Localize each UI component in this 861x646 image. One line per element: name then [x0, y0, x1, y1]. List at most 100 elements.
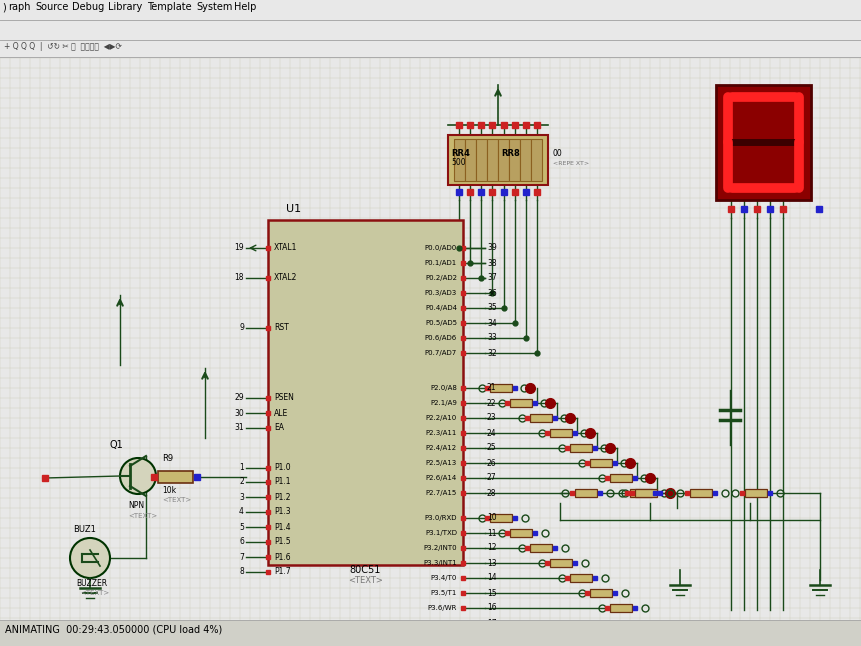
- Text: <TEXT>: <TEXT>: [162, 497, 191, 503]
- Text: 10k: 10k: [162, 486, 176, 495]
- Text: XTAL2: XTAL2: [274, 273, 297, 282]
- Bar: [268, 220, 462, 565]
- Text: P2.3/A11: P2.3/A11: [425, 430, 456, 436]
- Text: ): ): [2, 2, 6, 12]
- Bar: [510, 529, 531, 537]
- Text: 15: 15: [486, 589, 496, 598]
- Text: P3.6/WR: P3.6/WR: [427, 605, 456, 611]
- Bar: [448, 135, 548, 185]
- Text: 24: 24: [486, 428, 496, 437]
- Text: P0.0/AD0: P0.0/AD0: [424, 245, 456, 251]
- Text: P0.7/AD7: P0.7/AD7: [424, 350, 456, 356]
- Text: Source: Source: [35, 2, 68, 12]
- Text: ANIMATING  00:29:43.050000 (CPU load 4%): ANIMATING 00:29:43.050000 (CPU load 4%): [5, 625, 222, 635]
- Bar: [574, 489, 597, 497]
- Text: P3.4/T0: P3.4/T0: [430, 575, 456, 581]
- Bar: [489, 514, 511, 522]
- Bar: [569, 574, 592, 582]
- Bar: [520, 139, 530, 181]
- Text: 31: 31: [234, 424, 244, 433]
- Text: 28: 28: [486, 488, 496, 497]
- Bar: [715, 85, 810, 200]
- Text: 16: 16: [486, 603, 496, 612]
- Text: RR4: RR4: [450, 149, 469, 158]
- Text: P3.1/TXD: P3.1/TXD: [424, 530, 456, 536]
- Text: 1: 1: [239, 463, 244, 472]
- Text: 37: 37: [486, 273, 496, 282]
- Text: 3: 3: [238, 492, 244, 501]
- Text: 80C51: 80C51: [350, 565, 381, 575]
- Bar: [530, 139, 542, 181]
- Text: 19: 19: [234, 244, 244, 253]
- Text: P1.6: P1.6: [274, 552, 290, 561]
- Text: raph: raph: [8, 2, 30, 12]
- Text: 39: 39: [486, 244, 496, 253]
- Text: 22: 22: [486, 399, 496, 408]
- Text: 17: 17: [486, 618, 496, 627]
- Text: ALE: ALE: [274, 408, 288, 417]
- Text: 26: 26: [486, 459, 496, 468]
- Text: 34: 34: [486, 318, 496, 328]
- Text: Template: Template: [147, 2, 191, 12]
- Bar: [498, 139, 509, 181]
- Text: 9: 9: [238, 324, 244, 333]
- Text: 23: 23: [486, 413, 496, 422]
- Text: 13: 13: [486, 559, 496, 567]
- Bar: [569, 444, 592, 452]
- Circle shape: [120, 458, 156, 494]
- Text: P3.2/INT0: P3.2/INT0: [423, 545, 456, 551]
- Text: System: System: [195, 2, 232, 12]
- Text: P2.0/A8: P2.0/A8: [430, 385, 456, 391]
- Text: BUZZER: BUZZER: [76, 579, 107, 588]
- Text: P1.3: P1.3: [274, 508, 290, 517]
- Bar: [549, 429, 572, 437]
- Text: 35: 35: [486, 304, 496, 313]
- Text: Library: Library: [108, 2, 142, 12]
- Text: 6: 6: [238, 537, 244, 547]
- Text: P1.1: P1.1: [274, 477, 290, 486]
- Text: Help: Help: [233, 2, 256, 12]
- Bar: [486, 139, 498, 181]
- Bar: [489, 384, 511, 392]
- Text: 00: 00: [553, 149, 562, 158]
- Text: P3.5/T1: P3.5/T1: [430, 590, 456, 596]
- Text: <TEXT>: <TEXT>: [127, 513, 157, 519]
- Text: P0.6/AD6: P0.6/AD6: [424, 335, 456, 341]
- Text: Debug: Debug: [72, 2, 104, 12]
- Text: P1.5: P1.5: [274, 537, 290, 547]
- Text: P2.4/A12: P2.4/A12: [425, 445, 456, 451]
- Text: U1: U1: [286, 204, 300, 214]
- Text: 33: 33: [486, 333, 496, 342]
- Text: + Q Q Q  |  ↺↻ ✂ ⧉  ⬛⬛⬛⬛  ◀▶⟳: + Q Q Q | ↺↻ ✂ ⧉ ⬛⬛⬛⬛ ◀▶⟳: [4, 42, 121, 51]
- Text: 30: 30: [234, 408, 244, 417]
- Text: BUZ1: BUZ1: [73, 525, 96, 534]
- Bar: [509, 139, 519, 181]
- Text: RST: RST: [274, 324, 288, 333]
- Text: <REPE XT>: <REPE XT>: [553, 161, 588, 166]
- Text: 10: 10: [486, 514, 496, 523]
- Text: XTAL1: XTAL1: [274, 244, 297, 253]
- Text: P1.0: P1.0: [274, 463, 290, 472]
- Text: 27: 27: [486, 474, 496, 483]
- Text: P2.7/A15: P2.7/A15: [425, 490, 456, 496]
- Text: 5: 5: [238, 523, 244, 532]
- Text: P3.7/RD: P3.7/RD: [429, 620, 456, 626]
- Bar: [689, 489, 711, 497]
- Text: P3.3/INT1: P3.3/INT1: [423, 560, 456, 566]
- Text: P3.0/RXD: P3.0/RXD: [424, 515, 456, 521]
- Text: P1.2: P1.2: [274, 492, 290, 501]
- Bar: [453, 139, 464, 181]
- Text: 12: 12: [486, 543, 496, 552]
- Text: P0.2/AD2: P0.2/AD2: [424, 275, 456, 281]
- Text: 2: 2: [239, 477, 244, 486]
- Text: 32: 32: [486, 348, 496, 357]
- Text: <TEXT>: <TEXT>: [80, 590, 109, 596]
- Text: P0.3/AD3: P0.3/AD3: [424, 290, 456, 296]
- Bar: [610, 604, 631, 612]
- Text: P1.7: P1.7: [274, 567, 290, 576]
- Text: P0.5/AD5: P0.5/AD5: [424, 320, 456, 326]
- Text: P2.6/A14: P2.6/A14: [425, 475, 456, 481]
- Text: 11: 11: [486, 528, 496, 537]
- Text: Q1: Q1: [110, 440, 124, 450]
- Bar: [510, 399, 531, 407]
